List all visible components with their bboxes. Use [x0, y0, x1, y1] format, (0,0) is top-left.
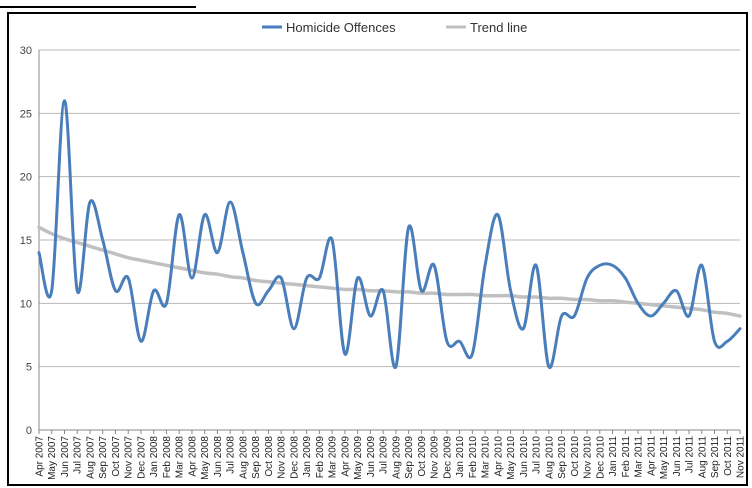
- x-tick-label: Nov 2010: [583, 436, 594, 479]
- x-tick-label: Nov 2007: [124, 436, 135, 479]
- x-tick-label: Jul 2007: [73, 436, 84, 474]
- x-axis-ticks: Apr 2007 May 2007 Jun 2007 Jul 2007 Aug 2007…: [35, 430, 747, 480]
- x-tick-label: Jun 2008: [213, 436, 224, 478]
- chart-frame: [7, 12, 748, 486]
- axes: [38, 50, 740, 431]
- homicide-offences-line: [37, 99, 742, 369]
- x-tick-label: Sep 2008: [251, 436, 262, 479]
- y-tick-label: 15: [20, 235, 32, 247]
- header-rule: [0, 0, 196, 8]
- x-tick-label: Oct 2010: [570, 436, 581, 477]
- x-tick-label: Aug 2010: [544, 436, 555, 479]
- x-tick-label: Aug 2009: [391, 436, 402, 479]
- x-tick-label: May 2010: [506, 436, 517, 480]
- x-tick-label: Feb 2009: [315, 436, 326, 479]
- x-tick-label: Sep 2007: [98, 436, 109, 479]
- x-tick-label: Apr 2010: [493, 436, 504, 477]
- x-tick-label: Nov 2008: [277, 436, 288, 479]
- x-tick-label: Sep 2009: [404, 436, 415, 479]
- x-tick-label: Jun 2009: [366, 436, 377, 478]
- x-tick-label: Aug 2011: [697, 436, 708, 479]
- y-axis-ticks: 0 5 10 15 20 25 30: [20, 45, 32, 437]
- x-tick-label: Mar 2010: [481, 436, 492, 479]
- x-tick-label: Jan 2008: [149, 436, 160, 478]
- x-tick-label: Jan 2010: [455, 436, 466, 478]
- x-tick-label: Jul 2011: [685, 436, 696, 474]
- y-tick-label: 25: [20, 108, 32, 120]
- x-tick-label: Mar 2009: [328, 436, 339, 479]
- x-tick-label: Feb 2008: [162, 436, 173, 479]
- x-tick-label: Jun 2007: [60, 436, 71, 478]
- series-lines: [37, 99, 742, 369]
- x-tick-label: Jul 2009: [379, 436, 390, 474]
- x-tick-label: Jan 2011: [608, 436, 619, 477]
- y-tick-label: 30: [20, 45, 32, 57]
- trend-line: [37, 225, 742, 318]
- x-tick-label: Aug 2008: [238, 436, 249, 479]
- x-tick-label: Sep 2011: [710, 436, 721, 479]
- y-tick-label: 20: [20, 172, 32, 184]
- x-tick-label: Oct 2007: [111, 436, 122, 477]
- x-tick-label: Jul 2008: [226, 436, 237, 474]
- x-tick-label: Jan 2009: [302, 436, 313, 478]
- x-tick-label: Jun 2011: [672, 436, 683, 477]
- x-tick-label: Sep 2010: [557, 436, 568, 479]
- x-tick-label: May 2011: [659, 436, 670, 480]
- x-tick-label: Jul 2010: [532, 436, 543, 474]
- x-tick-label: Nov 2009: [430, 436, 441, 479]
- x-tick-label: Dec 2010: [595, 436, 606, 479]
- x-tick-label: Aug 2007: [85, 436, 96, 479]
- gridlines: [39, 49, 740, 368]
- x-tick-label: Oct 2009: [417, 436, 428, 477]
- x-tick-label: Apr 2011: [646, 436, 657, 476]
- x-tick-label: Mar 2011: [634, 436, 645, 478]
- x-tick-label: Feb 2011: [621, 436, 632, 478]
- y-tick-label: 0: [26, 425, 32, 437]
- x-tick-label: Dec 2009: [442, 436, 453, 479]
- x-tick-label: Oct 2011: [723, 436, 734, 476]
- x-tick-label: Oct 2008: [264, 436, 275, 477]
- x-tick-label: Apr 2008: [187, 436, 198, 477]
- x-tick-label: Dec 2008: [289, 436, 300, 479]
- legend-label: Trend line: [470, 20, 527, 35]
- x-tick-label: Mar 2008: [175, 436, 186, 479]
- legend-label: Homicide Offences: [286, 20, 396, 35]
- x-tick-label: May 2007: [47, 436, 58, 480]
- x-tick-label: Feb 2010: [468, 436, 479, 479]
- x-tick-label: May 2008: [200, 436, 211, 480]
- x-tick-label: Apr 2009: [340, 436, 351, 477]
- x-tick-label: Dec 2007: [136, 436, 147, 479]
- x-tick-label: Jun 2010: [519, 436, 530, 478]
- x-tick-label: May 2009: [353, 436, 364, 480]
- y-tick-label: 10: [20, 298, 32, 310]
- x-tick-label: Nov 2011: [736, 436, 747, 479]
- x-tick-label: Apr 2007: [35, 436, 46, 477]
- legend: Homicide Offences Trend line: [262, 20, 527, 35]
- y-tick-label: 5: [26, 362, 32, 374]
